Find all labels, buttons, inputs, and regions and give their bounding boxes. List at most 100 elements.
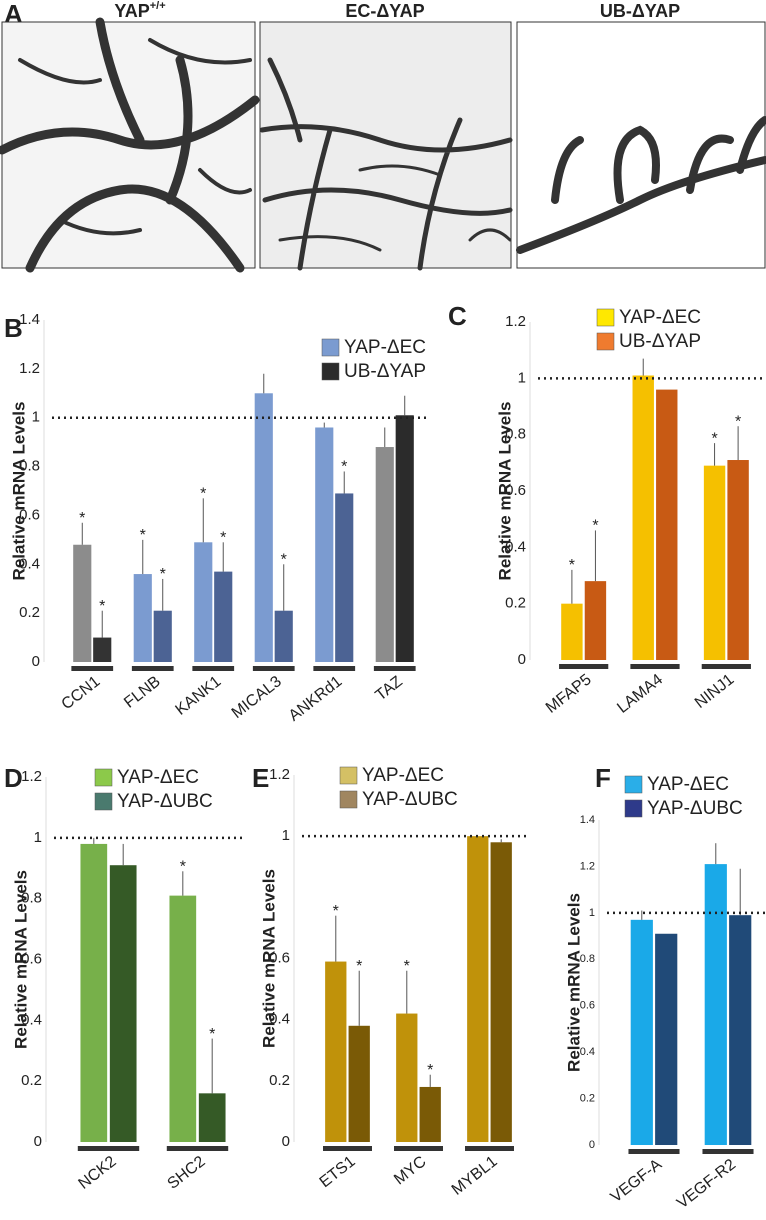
legend-swatch <box>624 799 643 818</box>
panel-label: C <box>448 301 467 331</box>
y-tick-label: 0.6 <box>505 482 526 499</box>
significance-mark: * <box>735 413 741 430</box>
y-tick-label: 1.4 <box>19 311 40 328</box>
significance-mark: * <box>333 903 339 920</box>
x-tick-label: LAMA4 <box>614 671 666 717</box>
significance-mark: * <box>79 510 85 527</box>
bar <box>655 933 678 1145</box>
category-bar <box>131 666 174 671</box>
bar <box>335 493 354 662</box>
bar <box>80 843 108 1142</box>
y-tick-label: 0.8 <box>580 953 595 965</box>
y-tick-label: 1 <box>34 829 42 846</box>
x-tick-label: MYC <box>391 1153 429 1188</box>
x-tick-label: MFAP5 <box>543 671 595 717</box>
y-tick-label: 0.6 <box>269 949 290 966</box>
y-tick-label: 0.6 <box>19 506 40 523</box>
legend-swatch <box>596 308 615 327</box>
bar <box>490 842 512 1142</box>
y-tick-label: 0 <box>282 1133 290 1150</box>
category-bar <box>701 664 751 669</box>
bar <box>467 836 489 1142</box>
bar <box>73 544 92 662</box>
significance-mark: * <box>711 430 717 447</box>
y-tick-label: 0.2 <box>19 604 40 621</box>
bar <box>348 1025 370 1142</box>
y-tick-label: 1 <box>589 907 595 919</box>
y-tick-label: 1.2 <box>505 313 526 330</box>
legend-label: YAP-ΔEC <box>619 307 701 328</box>
bar <box>561 603 583 660</box>
x-tick-label: ANKRd1 <box>286 673 346 725</box>
category-bar <box>313 666 356 671</box>
bar <box>109 865 137 1142</box>
y-tick-label: 0.8 <box>21 890 42 907</box>
bar <box>375 447 394 662</box>
y-tick-label: 1.2 <box>21 768 42 785</box>
x-tick-label: TAZ <box>372 673 406 704</box>
panel-label: F <box>595 763 611 793</box>
legend-label: YAP-ΔUBC <box>362 789 458 810</box>
x-tick-label: MICAL3 <box>229 673 285 722</box>
y-tick-label: 0.6 <box>580 1000 595 1012</box>
image-title: YAP+/+ <box>114 0 165 21</box>
bar <box>703 465 726 660</box>
significance-mark: * <box>99 598 105 615</box>
x-tick-label: NCK2 <box>75 1153 119 1193</box>
category-bar <box>77 1146 140 1151</box>
bar <box>584 581 607 660</box>
y-tick-label: 1 <box>32 409 40 426</box>
category-bar <box>71 666 114 671</box>
y-tick-label: 1 <box>282 827 290 844</box>
y-axis-label: Relative mRNA Levels <box>564 893 583 1072</box>
y-tick-label: 0.2 <box>21 1072 42 1089</box>
category-bar <box>252 666 295 671</box>
significance-mark: * <box>427 1062 433 1079</box>
x-tick-label: ETS1 <box>317 1153 359 1191</box>
y-tick-label: 0 <box>34 1133 42 1150</box>
y-tick-label: 0.8 <box>19 458 40 475</box>
bar <box>254 393 273 662</box>
legend-swatch <box>596 332 615 351</box>
significance-mark: * <box>209 1026 215 1043</box>
y-axis-label: Relative mRNA Levels <box>259 869 278 1048</box>
bar <box>729 915 752 1145</box>
y-tick-label: 1.2 <box>269 766 290 783</box>
category-bar <box>192 666 235 671</box>
x-tick-label: MYBL1 <box>449 1153 501 1199</box>
significance-mark: * <box>200 486 206 503</box>
significance-mark: * <box>220 530 226 547</box>
bar <box>656 389 678 660</box>
bar <box>727 460 749 660</box>
y-tick-label: 0.4 <box>580 1046 595 1058</box>
y-tick-label: 1.2 <box>19 360 40 377</box>
category-bar <box>559 664 609 669</box>
x-tick-label: NINJ1 <box>692 671 738 712</box>
significance-mark: * <box>140 527 146 544</box>
y-tick-label: 0.4 <box>21 1011 42 1028</box>
x-tick-label: VEGF-R2 <box>674 1156 739 1212</box>
image-yap <box>0 17 260 273</box>
bar <box>315 427 334 662</box>
bar <box>704 864 727 1145</box>
bar <box>169 895 197 1142</box>
legend-label: YAP-ΔUBC <box>117 791 213 812</box>
legend-label: YAP-ΔEC <box>117 767 199 788</box>
bar <box>632 375 654 660</box>
y-tick-label: 1.2 <box>580 860 595 872</box>
y-tick-label: 0.8 <box>505 426 526 443</box>
significance-mark: * <box>592 518 598 535</box>
legend-swatch <box>624 775 643 794</box>
significance-mark: * <box>356 958 362 975</box>
y-axis-label: Relative mRNA Levels <box>9 402 28 581</box>
legend-label: YAP-ΔEC <box>362 765 444 786</box>
y-tick-label: 0 <box>589 1139 595 1151</box>
x-tick-label: SHC2 <box>164 1153 208 1193</box>
image-ec <box>259 21 513 271</box>
y-tick-label: 0.2 <box>580 1092 595 1104</box>
x-tick-label: FLNB <box>121 673 164 712</box>
y-tick-label: 0 <box>32 653 40 670</box>
y-tick-label: 0.4 <box>19 555 40 572</box>
significance-mark: * <box>569 557 575 574</box>
